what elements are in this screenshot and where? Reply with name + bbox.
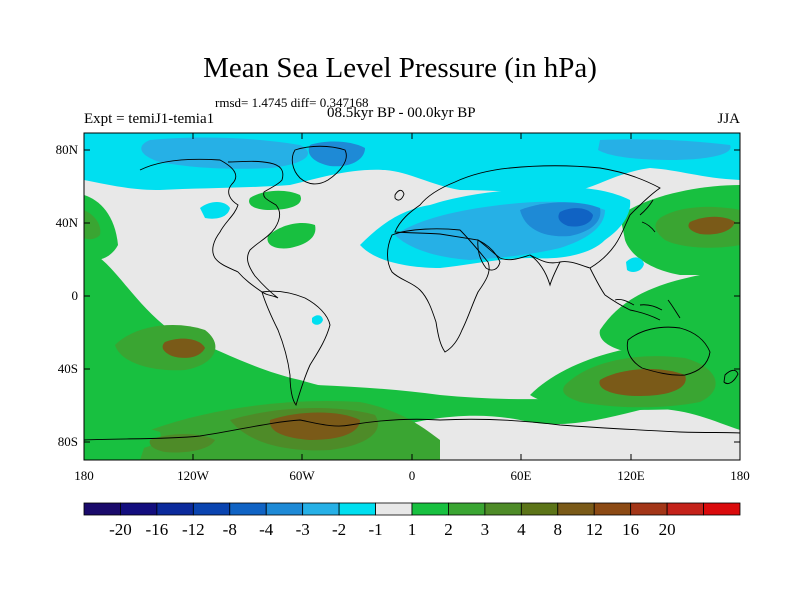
field-greenland-blue [141, 137, 309, 169]
lon-label-60w: 60W [289, 468, 315, 483]
lon-label-120e: 120E [617, 468, 645, 483]
colorbar-swatch [120, 502, 158, 516]
field-tibet-core [558, 208, 593, 227]
period-label: 08.5kyr BP - 00.0kyr BP [327, 105, 476, 121]
coast-indonesia [614, 299, 681, 319]
colorbar-tick-label: -1 [368, 520, 383, 539]
coast-australia [626, 326, 711, 376]
lon-label-120w: 120W [177, 468, 209, 483]
colorbar-tick-label: 1 [407, 520, 417, 539]
colorbar-tick-label: -20 [109, 520, 132, 539]
field-labrador-green [249, 190, 301, 210]
lat-label-40s: 40S [57, 361, 78, 376]
colorbar-tick-label: -8 [222, 520, 237, 539]
colorbar-tick-label: -3 [295, 520, 310, 539]
field-antarctic-neutral [380, 409, 740, 460]
field-north-pacific-west-green [84, 195, 118, 261]
field-south-indian-core [599, 368, 686, 396]
colorbar-tick-label: -12 [181, 520, 205, 539]
colorbar-tick-label: -2 [332, 520, 347, 539]
field-north-pacific-core [688, 216, 735, 235]
colorbar [83, 502, 741, 516]
lat-label-80s: 80S [57, 434, 78, 449]
lat-label-40n: 40N [55, 215, 78, 230]
colorbar-swatch [448, 502, 486, 516]
colorbar-tick-label: 2 [444, 520, 453, 539]
colorbar-swatch [265, 502, 304, 516]
coast-antarctica [84, 418, 740, 441]
coast-uk [394, 189, 405, 201]
colorbar-swatch [229, 502, 267, 516]
lon-label-60e: 60E [510, 468, 532, 483]
colorbar-swatch [302, 502, 340, 516]
field-north-pacific-west-band3 [84, 210, 101, 240]
rmsd-diff-stats: rmsd= 1.4745 diff= 0.347168 [215, 95, 369, 110]
experiment-label: Expt = temiJ1-temia1 [84, 111, 215, 127]
colorbar-swatch [192, 502, 231, 516]
colorbar-swatch [484, 502, 522, 516]
colorbar-tick-label: 4 [517, 520, 526, 539]
coastlines [84, 145, 740, 441]
colorbar-swatch [593, 502, 632, 516]
colorbar-tick-label: 8 [553, 520, 563, 539]
colorbar-tick-label: 12 [585, 520, 603, 539]
field-antarctic-low-brown [149, 434, 215, 453]
lat-label-80n: 80N [55, 142, 78, 157]
colorbar-swatch [83, 502, 121, 516]
field-atlantic-green [267, 223, 316, 249]
field-antarctic-low-green [84, 422, 161, 451]
coast-arabia [477, 239, 501, 271]
season-label: JJA [717, 111, 740, 127]
coast-north-america [139, 158, 284, 299]
plot-title: Mean Sea Level Pressure (in hPa) [203, 52, 597, 84]
field-indian-ocean-green [599, 270, 740, 350]
colorbar-swatch [338, 502, 376, 516]
field-alaska-cyan [200, 202, 230, 219]
colorbar-tick-label: -4 [259, 520, 274, 539]
colorbar-tick-label: 3 [480, 520, 490, 539]
colorbar-swatch [557, 502, 595, 516]
colorbar-swatch [703, 502, 741, 516]
coast-india [529, 254, 561, 287]
colorbar-swatch [630, 502, 668, 516]
coast-eurasia [394, 165, 661, 269]
colorbar-tick-label: -16 [145, 520, 169, 539]
coast-south-america [261, 290, 331, 406]
coast-greenland [291, 145, 347, 185]
field-southern-ocean-core8 [269, 412, 360, 440]
lon-label-180e: 180 [730, 468, 750, 483]
coast-japan [639, 199, 656, 233]
lat-label-0: 0 [71, 288, 79, 303]
colorbar-tick-label: 16 [622, 520, 640, 539]
lon-label-0: 0 [408, 468, 416, 483]
coast-new-zealand [723, 369, 739, 385]
field-pacific-cyan [626, 257, 644, 272]
colorbar-swatch [520, 502, 559, 516]
colorbar-swatch [666, 502, 704, 516]
coast-africa [387, 228, 490, 353]
colorbar-swatch [375, 502, 413, 516]
axis-ticks [84, 133, 740, 460]
colorbar-tick-label: 20 [658, 520, 676, 539]
map-field [84, 133, 740, 460]
colorbar-swatch [156, 502, 194, 516]
field-southeast-pacific-core [162, 338, 205, 358]
colorbar-swatch [411, 502, 449, 516]
lon-label-180w: 180 [74, 468, 94, 483]
field-arctic-core [308, 141, 365, 167]
field-south-atlantic-cyan [312, 315, 323, 325]
coast-se-asia [589, 267, 661, 321]
field-eastsiberia-blue [598, 139, 731, 160]
